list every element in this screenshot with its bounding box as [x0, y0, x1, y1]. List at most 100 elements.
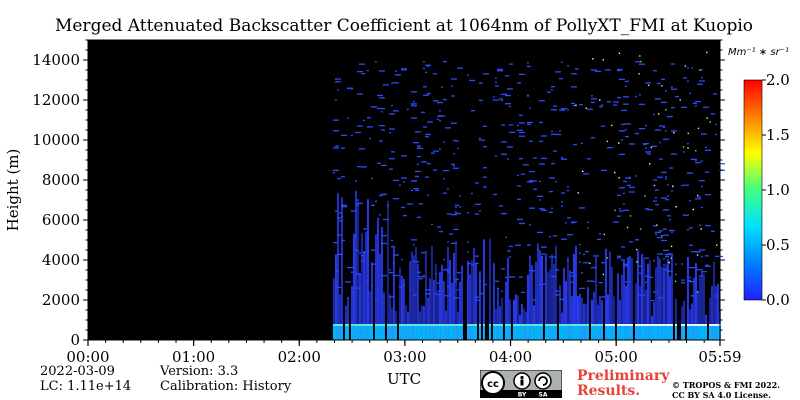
surface-layer-cell [376, 326, 379, 340]
boundary-layer-cell [712, 324, 715, 326]
heatmap-cell [334, 263, 337, 265]
heatmap-cell [466, 251, 469, 253]
heatmap-cell [376, 107, 381, 110]
heatmap-speck [585, 107, 587, 109]
heatmap-cell [578, 104, 583, 106]
heatmap-cell [680, 184, 683, 187]
boundary-layer-cell [492, 324, 495, 326]
heatmap-cell [402, 214, 407, 217]
heatmap-cell [718, 255, 723, 258]
boundary-layer-cell [472, 324, 475, 326]
boundary-layer-cell [436, 324, 439, 326]
x-tick-label: 04:00 [489, 348, 532, 366]
boundary-layer-cell [532, 324, 535, 326]
heatmap-cell [354, 131, 361, 134]
heatmap-column [578, 293, 581, 326]
heatmap-cell [340, 204, 347, 207]
surface-layer-cell [452, 326, 455, 340]
heatmap-column [332, 277, 335, 326]
heatmap-cell [560, 192, 565, 194]
heatmap-cell [380, 242, 387, 245]
heatmap-cell [438, 115, 445, 117]
surface-layer-cell [394, 326, 397, 340]
surface-layer-cell [358, 326, 361, 340]
surface-layer-cell [402, 326, 405, 340]
boundary-layer-cell [366, 324, 369, 326]
heatmap-cell [420, 111, 425, 113]
heatmap-cell [528, 269, 531, 271]
heatmap-speck [592, 58, 594, 60]
heatmap-cell [578, 252, 581, 254]
surface-layer-cell [488, 326, 491, 340]
heatmap-cell [380, 164, 387, 167]
heatmap-cell [418, 278, 423, 280]
surface-layer-cell [350, 326, 353, 340]
heatmap-cell [638, 94, 641, 96]
heatmap-cell [456, 147, 459, 150]
heatmap-speck [696, 194, 699, 197]
surface-layer-cell [386, 326, 389, 340]
boundary-layer-cell [456, 324, 459, 326]
heatmap-column [610, 267, 613, 326]
surface-layer-cell [630, 326, 633, 340]
heatmap-column [644, 289, 647, 326]
heatmap-cell [558, 130, 561, 132]
boundary-layer-cell [534, 324, 537, 326]
boundary-layer-cell [644, 324, 647, 326]
surface-layer-cell [344, 326, 347, 340]
surface-layer-cell [670, 326, 673, 340]
heatmap-speck [656, 224, 658, 226]
heatmap-cell [420, 252, 425, 254]
surface-layer-cell [658, 326, 661, 340]
heatmap-column [338, 294, 341, 326]
heatmap-cell [424, 289, 431, 291]
boundary-layer-cell [414, 324, 417, 326]
surface-layer-cell [478, 326, 481, 340]
heatmap-cell [680, 282, 685, 284]
heatmap-cell [554, 294, 561, 296]
heatmap-column [474, 262, 477, 326]
surface-layer-cell [554, 326, 557, 340]
heatmap-cell [652, 179, 657, 181]
heatmap-speck [687, 132, 690, 135]
surface-layer-cell [566, 326, 569, 340]
copyright-notice: © TROPOS & FMI 2022. [672, 380, 781, 390]
heatmap-cell [638, 128, 645, 130]
boundary-layer-cell [488, 324, 491, 326]
heatmap-cell [426, 92, 431, 95]
heatmap-cell [590, 137, 595, 139]
surface-layer-cell [448, 326, 451, 340]
heatmap-cell [456, 289, 459, 291]
boundary-layer-cell [674, 324, 677, 326]
heatmap-cell [516, 198, 521, 200]
boundary-layer-cell [582, 324, 585, 326]
heatmap-cell [690, 67, 693, 69]
heatmap-cell [366, 117, 371, 119]
heatmap-cell [416, 261, 419, 263]
heatmap-cell [624, 135, 629, 138]
boundary-layer-cell [604, 324, 607, 326]
boundary-layer-cell [458, 324, 461, 326]
heatmap-cell [658, 142, 661, 144]
heatmap-cell [538, 208, 545, 210]
surface-layer-cell [512, 326, 515, 340]
surface-layer-cell [454, 326, 457, 340]
boundary-layer-cell [590, 324, 593, 326]
heatmap-cell [474, 255, 479, 257]
heatmap-cell [644, 151, 651, 153]
heatmap-cell [356, 199, 359, 201]
heatmap-cell [474, 262, 479, 265]
surface-layer-cell [482, 326, 485, 340]
heatmap-cell [452, 228, 459, 231]
heatmap-cell [652, 70, 657, 72]
heatmap-cell [334, 81, 341, 83]
heatmap-cell [644, 281, 647, 284]
chart-title: Merged Attenuated Backscatter Coefficien… [54, 16, 754, 36]
surface-layer-cell [582, 326, 585, 340]
heatmap-cell [410, 180, 417, 182]
heatmap-column [600, 300, 603, 326]
heatmap-cell [628, 177, 631, 179]
boundary-layer-cell [552, 324, 555, 326]
heatmap-cell [618, 257, 621, 259]
heatmap-column [392, 247, 395, 326]
